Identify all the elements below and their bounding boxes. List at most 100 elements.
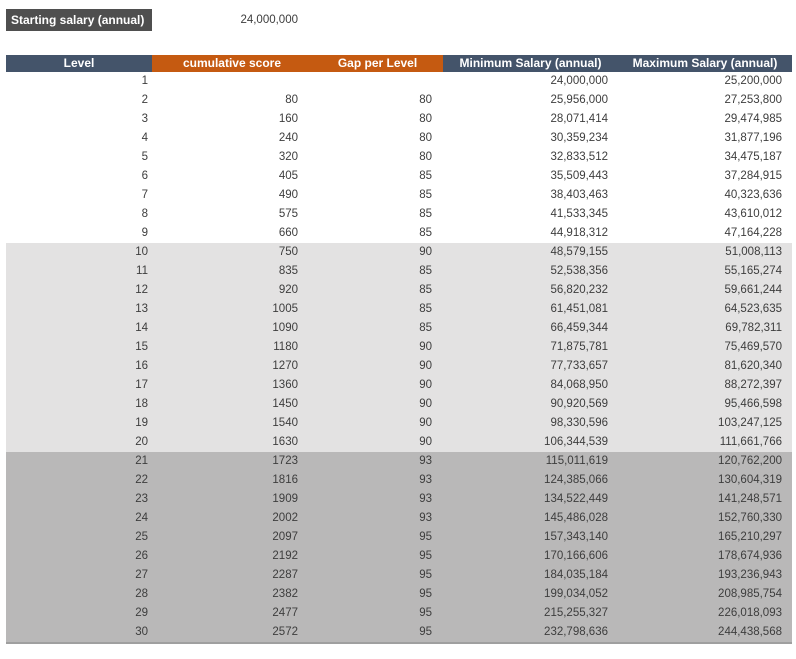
cell-maximum-salary[interactable]: 64,523,635 [724, 303, 782, 315]
cell-level[interactable]: 20 [135, 436, 148, 448]
cell-cumulative-score[interactable]: 2572 [272, 626, 298, 638]
cell-maximum-salary[interactable]: 75,469,570 [724, 341, 782, 353]
cell-gap-per-level[interactable]: 93 [419, 455, 432, 467]
cell-minimum-salary[interactable]: 170,166,606 [544, 550, 608, 562]
cell-level[interactable]: 2 [141, 94, 148, 106]
cell-minimum-salary[interactable]: 134,522,449 [544, 493, 608, 505]
cell-cumulative-score[interactable]: 80 [285, 94, 298, 106]
cell-gap-per-level[interactable]: 85 [419, 322, 432, 334]
starting-salary-value-cell[interactable]: 24,000,000 [240, 14, 298, 26]
cell-minimum-salary[interactable]: 56,820,232 [550, 284, 608, 296]
cell-cumulative-score[interactable]: 1450 [272, 398, 298, 410]
cell-minimum-salary[interactable]: 66,459,344 [550, 322, 608, 334]
cell-maximum-salary[interactable]: 37,284,915 [724, 170, 782, 182]
cell-cumulative-score[interactable]: 1909 [272, 493, 298, 505]
header-level[interactable]: Level [6, 55, 152, 72]
cell-level[interactable]: 4 [141, 132, 148, 144]
cell-level[interactable]: 30 [135, 626, 148, 638]
cell-gap-per-level[interactable]: 80 [419, 94, 432, 106]
cell-gap-per-level[interactable]: 95 [419, 569, 432, 581]
cell-level[interactable]: 15 [135, 341, 148, 353]
cell-cumulative-score[interactable]: 1270 [272, 360, 298, 372]
cell-minimum-salary[interactable]: 48,579,155 [550, 246, 608, 258]
cell-maximum-salary[interactable]: 152,760,330 [718, 512, 782, 524]
cell-gap-per-level[interactable]: 80 [419, 113, 432, 125]
cell-level[interactable]: 9 [141, 227, 148, 239]
cell-gap-per-level[interactable]: 85 [419, 208, 432, 220]
cell-cumulative-score[interactable]: 405 [278, 170, 298, 182]
cell-cumulative-score[interactable]: 750 [278, 246, 298, 258]
cell-maximum-salary[interactable]: 59,661,244 [724, 284, 782, 296]
cell-level[interactable]: 3 [141, 113, 148, 125]
cell-gap-per-level[interactable]: 85 [419, 284, 432, 296]
cell-maximum-salary[interactable]: 69,782,311 [725, 322, 782, 334]
cell-cumulative-score[interactable]: 490 [278, 189, 298, 201]
cell-level[interactable]: 25 [135, 531, 148, 543]
cell-level[interactable]: 6 [141, 170, 148, 182]
cell-maximum-salary[interactable]: 47,164,228 [724, 227, 782, 239]
cell-cumulative-score[interactable]: 1360 [272, 379, 298, 391]
cell-maximum-salary[interactable]: 130,604,319 [718, 474, 782, 486]
cell-gap-per-level[interactable]: 85 [419, 227, 432, 239]
cell-level[interactable]: 19 [135, 417, 148, 429]
cell-minimum-salary[interactable]: 71,875,781 [550, 341, 608, 353]
header-minimum-salary[interactable]: Minimum Salary (annual) [443, 55, 618, 72]
cell-minimum-salary[interactable]: 124,385,066 [544, 474, 608, 486]
cell-level[interactable]: 13 [135, 303, 148, 315]
cell-minimum-salary[interactable]: 184,035,184 [544, 569, 608, 581]
cell-minimum-salary[interactable]: 84,068,950 [550, 379, 608, 391]
cell-maximum-salary[interactable]: 43,610,012 [724, 208, 782, 220]
cell-gap-per-level[interactable]: 85 [419, 189, 432, 201]
cell-minimum-salary[interactable]: 115,011,619 [545, 455, 608, 467]
cell-maximum-salary[interactable]: 111,661,766 [719, 436, 782, 448]
cell-gap-per-level[interactable]: 85 [419, 265, 432, 277]
starting-salary-label-cell[interactable]: Starting salary (annual) [6, 9, 152, 31]
cell-maximum-salary[interactable]: 165,210,297 [718, 531, 782, 543]
cell-cumulative-score[interactable]: 2287 [272, 569, 298, 581]
cell-minimum-salary[interactable]: 90,920,569 [550, 398, 608, 410]
cell-level[interactable]: 21 [135, 455, 148, 467]
cell-maximum-salary[interactable]: 51,008,113 [725, 246, 782, 258]
cell-gap-per-level[interactable]: 90 [419, 341, 432, 353]
cell-maximum-salary[interactable]: 29,474,985 [724, 113, 782, 125]
cell-minimum-salary[interactable]: 35,509,443 [550, 170, 608, 182]
cell-gap-per-level[interactable]: 93 [419, 493, 432, 505]
cell-level[interactable]: 7 [141, 189, 148, 201]
cell-minimum-salary[interactable]: 157,343,140 [544, 531, 608, 543]
cell-level[interactable]: 17 [135, 379, 148, 391]
cell-maximum-salary[interactable]: 81,620,340 [724, 360, 782, 372]
cell-gap-per-level[interactable]: 95 [419, 550, 432, 562]
cell-maximum-salary[interactable]: 244,438,568 [718, 626, 782, 638]
cell-minimum-salary[interactable]: 30,359,234 [550, 132, 608, 144]
cell-level[interactable]: 14 [135, 322, 148, 334]
cell-gap-per-level[interactable]: 80 [419, 151, 432, 163]
cell-level[interactable]: 8 [141, 208, 148, 220]
cell-cumulative-score[interactable]: 240 [278, 132, 298, 144]
cell-maximum-salary[interactable]: 40,323,636 [724, 189, 782, 201]
cell-gap-per-level[interactable]: 80 [419, 132, 432, 144]
cell-minimum-salary[interactable]: 28,071,414 [550, 113, 608, 125]
cell-level[interactable]: 18 [135, 398, 148, 410]
cell-level[interactable]: 10 [135, 246, 148, 258]
cell-cumulative-score[interactable]: 2382 [272, 588, 298, 600]
cell-minimum-salary[interactable]: 98,330,596 [550, 417, 608, 429]
cell-level[interactable]: 26 [135, 550, 148, 562]
cell-level[interactable]: 27 [135, 569, 148, 581]
cell-cumulative-score[interactable]: 1180 [273, 341, 298, 353]
cell-minimum-salary[interactable]: 232,798,636 [544, 626, 608, 638]
cell-maximum-salary[interactable]: 120,762,200 [718, 455, 782, 467]
cell-cumulative-score[interactable]: 2002 [272, 512, 298, 524]
cell-level[interactable]: 28 [135, 588, 148, 600]
cell-maximum-salary[interactable]: 31,877,196 [724, 132, 782, 144]
cell-minimum-salary[interactable]: 25,956,000 [550, 94, 608, 106]
cell-cumulative-score[interactable]: 575 [278, 208, 298, 220]
cell-gap-per-level[interactable]: 85 [419, 170, 432, 182]
cell-gap-per-level[interactable]: 95 [419, 588, 432, 600]
cell-minimum-salary[interactable]: 145,486,028 [544, 512, 608, 524]
cell-cumulative-score[interactable]: 1630 [272, 436, 298, 448]
cell-cumulative-score[interactable]: 2097 [272, 531, 298, 543]
header-maximum-salary[interactable]: Maximum Salary (annual) [618, 55, 792, 72]
cell-gap-per-level[interactable]: 85 [419, 303, 432, 315]
cell-minimum-salary[interactable]: 77,733,657 [550, 360, 608, 372]
cell-gap-per-level[interactable] [312, 72, 443, 91]
